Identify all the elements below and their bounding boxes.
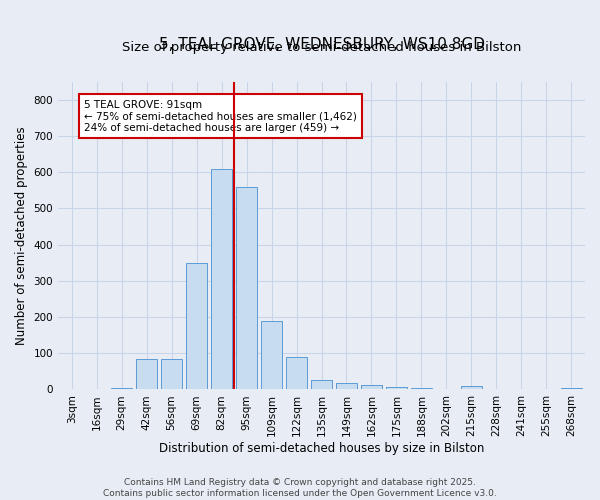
Bar [486,388,507,390]
Bar [386,386,407,390]
Bar [461,386,482,390]
Bar [361,384,382,390]
Bar [411,388,432,390]
Bar [261,320,282,390]
Bar [161,358,182,390]
Bar [111,388,133,390]
Bar [286,357,307,390]
Bar [311,380,332,390]
X-axis label: Distribution of semi-detached houses by size in Bilston: Distribution of semi-detached houses by … [159,442,484,455]
Title: Size of property relative to semi-detached houses in Bilston: Size of property relative to semi-detach… [122,41,521,54]
Text: 5 TEAL GROVE: 91sqm
← 75% of semi-detached houses are smaller (1,462)
24% of sem: 5 TEAL GROVE: 91sqm ← 75% of semi-detach… [84,100,357,133]
Text: 5, TEAL GROVE, WEDNESBURY, WS10 8GD: 5, TEAL GROVE, WEDNESBURY, WS10 8GD [158,38,485,52]
Bar [211,168,232,390]
Bar [560,388,582,390]
Text: Contains HM Land Registry data © Crown copyright and database right 2025.
Contai: Contains HM Land Registry data © Crown c… [103,478,497,498]
Bar [336,383,357,390]
Y-axis label: Number of semi-detached properties: Number of semi-detached properties [15,126,28,345]
Bar [236,186,257,390]
Bar [136,358,157,390]
Bar [186,262,207,390]
Bar [86,388,107,390]
